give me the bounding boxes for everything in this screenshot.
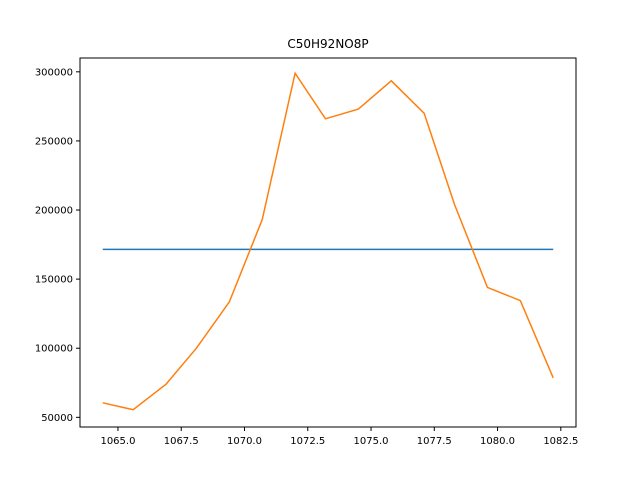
axes-frame	[79, 57, 577, 428]
x-axis: 1065.0 1067.5 1070.0 1072.5 1075.0 1077.5 1080…	[100, 427, 578, 447]
x-tick-label: 1070.0	[227, 436, 262, 447]
x-tick-label: 1065.0	[100, 436, 135, 447]
y-tick-label: 150000	[35, 275, 73, 286]
x-tick-label: 1080.0	[480, 436, 515, 447]
x-tick-label: 1075.0	[354, 436, 389, 447]
y-tick-label: 300000	[35, 67, 73, 78]
y-tick-label: 250000	[35, 136, 73, 147]
plot-area	[102, 71, 554, 411]
series-line-2	[102, 71, 554, 411]
y-tick-label: 200000	[35, 206, 73, 217]
y-axis: 50000 100000 150000 200000 250000 300000	[35, 67, 80, 424]
x-tick-label: 1082.5	[543, 436, 578, 447]
chart-title: C50H92NO8P	[287, 37, 368, 51]
x-tick-label: 1072.5	[290, 436, 325, 447]
x-tick-label: 1067.5	[164, 436, 199, 447]
y-tick-label: 50000	[41, 413, 73, 424]
x-tick-label: 1077.5	[417, 436, 452, 447]
y-tick-label: 100000	[35, 344, 73, 355]
